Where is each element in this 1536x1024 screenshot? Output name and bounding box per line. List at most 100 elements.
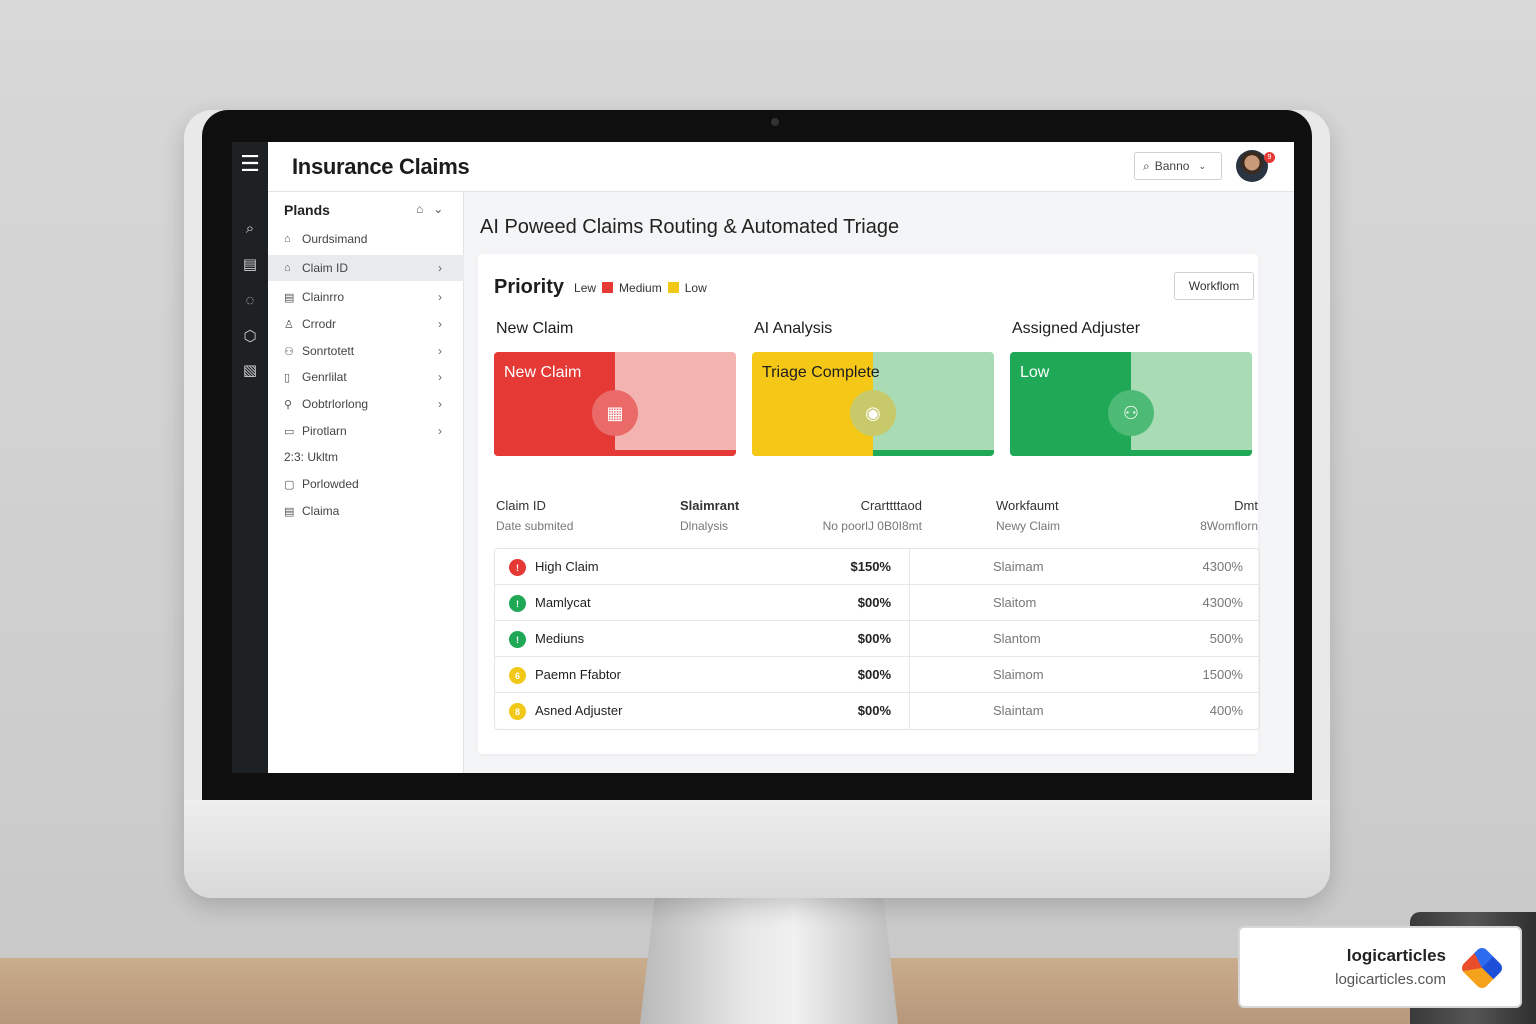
camera-icon: [771, 118, 779, 126]
sidebar-item[interactable]: ♙ Crrodr ›: [268, 311, 464, 337]
link-icon: ⚲: [284, 398, 293, 411]
chevron-down-icon[interactable]: ⌄: [433, 202, 444, 216]
sidebar-item[interactable]: ⚲ Oobtrlorlong ›: [268, 391, 464, 417]
user-icon: ♙: [284, 318, 294, 331]
document-icon[interactable]: ▤: [242, 256, 258, 273]
claim-amount: $150%: [850, 559, 891, 574]
monitor-stand: [640, 890, 898, 1024]
people-icon: ⚇: [284, 345, 294, 358]
sidebar-item[interactable]: ⚇ Sonrtotett ›: [268, 338, 464, 364]
table-row[interactable]: 6 Paemn Ffabtor $00% Slaimom 1500%: [495, 657, 1259, 693]
sidebar-item-label: Ourdsimand: [302, 232, 368, 246]
sidebar-item[interactable]: ▭ Pirotlarn ›: [268, 418, 464, 444]
sidebar-item[interactable]: ⌂ Ourdsimand: [268, 226, 464, 252]
sidebar-head-actions: ⌂ ⌄: [416, 202, 443, 216]
stage-card-ai-analysis[interactable]: Triage Complete ◉: [752, 352, 994, 456]
legend-medium: Medium: [619, 280, 662, 295]
claim-status: Slaintam: [993, 703, 1044, 718]
claims-table: ! High Claim $150% Slaimam 4300%! Mamlycat $00…: [494, 548, 1260, 730]
logo-icon: [1459, 945, 1505, 991]
stage-text: Low: [1020, 364, 1050, 381]
hamburger-menu-icon[interactable]: ☰: [240, 151, 260, 176]
triage-card: Priority Lew Medium Low Workflom New Cla…: [478, 254, 1260, 754]
adjuster-icon: ⚇: [1108, 390, 1154, 436]
stage-heading-ai-analysis: AI Analysis: [754, 320, 833, 337]
claim-name: Mediuns: [535, 631, 585, 646]
legend-low-2: Low: [684, 280, 707, 295]
chevron-right-icon: ›: [438, 424, 442, 438]
stage-text: New Claim: [504, 364, 582, 381]
claim-status: Slaimom: [993, 667, 1044, 682]
claim-status: Slaitom: [993, 595, 1037, 610]
search-icon[interactable]: ⌕: [245, 219, 255, 237]
file-icon: ▯: [284, 371, 291, 384]
column-header[interactable]: Workfaumt Newy Claim: [996, 498, 1061, 533]
column-header[interactable]: Claim ID Date submited: [496, 498, 574, 533]
priority-label: Priority: [494, 276, 565, 298]
stage-card-assigned-adjuster[interactable]: Low ⚇: [1010, 352, 1252, 456]
table-row[interactable]: 8 Asned Adjuster $00% Slaintam 400%: [495, 693, 1259, 729]
document-icon: ▤: [284, 291, 295, 304]
claim-status: Slantom: [993, 631, 1041, 646]
table-row[interactable]: ! Mamlycat $00% Slaitom 4300%: [495, 585, 1259, 621]
search-dropdown[interactable]: ⌕ Banno ⌄: [1134, 152, 1222, 180]
sidebar-item[interactable]: 2:3: Ukltm: [268, 444, 464, 470]
document-icon: ▤: [284, 505, 295, 518]
priority-dot-icon: !: [509, 631, 526, 648]
column-divider: [909, 585, 910, 621]
inbox-icon: ▦: [592, 390, 638, 436]
workflow-button[interactable]: Workflom: [1174, 272, 1254, 300]
sidebar: Plands ⌂ ⌄ ⌂ Ourdsimand ⌂ Claim ID › ▤ Clainrr…: [268, 192, 464, 773]
column-header[interactable]: Dmt 8Womflorn: [1200, 498, 1258, 533]
watermark-url: logicarticles.com: [1335, 971, 1446, 988]
chevron-right-icon: ›: [438, 290, 442, 304]
home-icon: ⌂: [284, 233, 291, 245]
sidebar-item[interactable]: ▤ Claima: [268, 498, 464, 524]
claim-percent: 4300%: [1202, 595, 1243, 610]
avatar[interactable]: [1236, 150, 1268, 182]
column-header[interactable]: Crarttttaod No poorlJ 0B0I8mt: [822, 498, 922, 533]
claim-percent: 400%: [1209, 703, 1243, 718]
ai-icon: ◉: [850, 390, 896, 436]
search-label: Banno: [1154, 159, 1190, 173]
column-header[interactable]: Slaimrant Dlnalysis: [680, 498, 740, 533]
priority-dot-icon: !: [509, 559, 526, 576]
search-icon: ⌕: [1143, 158, 1150, 173]
sidebar-item-label: Clainrro: [302, 290, 345, 304]
column-divider: [909, 621, 910, 657]
sidebar-item[interactable]: ⌂ Claim ID ›: [268, 255, 464, 281]
sidebar-item-label: Pirotlarn: [302, 424, 347, 438]
column-divider: [909, 693, 910, 729]
chevron-right-icon: ›: [438, 261, 442, 275]
image-icon[interactable]: ▧: [242, 362, 258, 379]
shield-icon[interactable]: ⬡: [243, 328, 257, 345]
sidebar-item[interactable]: ▢ Porlowded: [268, 471, 464, 497]
chevron-down-icon: ⌄: [1198, 160, 1206, 171]
app-screen: ☰ ⌕ ▤ ◌ ⬡ ▧ Insurance Claims ⌕ Banno ⌄ 9…: [232, 142, 1294, 773]
stage-heading-assigned-adjuster: Assigned Adjuster: [1012, 320, 1141, 337]
chevron-right-icon: ›: [438, 370, 442, 384]
home-icon[interactable]: ⌂: [416, 202, 424, 216]
sidebar-item-label: Sonrtotett: [302, 344, 355, 358]
priority-dot-icon: 6: [509, 667, 526, 684]
stage-card-new-claim[interactable]: New Claim ▦: [494, 352, 736, 456]
chevron-right-icon: ›: [438, 317, 442, 331]
priority-dot-icon: 8: [509, 703, 526, 720]
main-content: AI Poweed Claims Routing & Automated Tri…: [464, 192, 1276, 773]
notification-badge: 9: [1264, 152, 1275, 163]
legend-low: Lew: [574, 280, 597, 295]
sidebar-item-label: Claim ID: [302, 261, 349, 275]
table-row[interactable]: ! Mediuns $00% Slantom 500%: [495, 621, 1259, 657]
priority-dot-icon: !: [509, 595, 526, 612]
claim-amount: $00%: [857, 703, 891, 718]
page-title: AI Poweed Claims Routing & Automated Tri…: [480, 216, 900, 238]
claim-status: Slaimam: [993, 559, 1044, 574]
sidebar-item[interactable]: ▤ Clainrro ›: [268, 284, 464, 310]
stage-heading-new-claim: New Claim: [496, 320, 574, 337]
sidebar-item[interactable]: ▯ Genrlilat ›: [268, 364, 464, 390]
chat-icon[interactable]: ◌: [245, 291, 255, 309]
table-row[interactable]: ! High Claim $150% Slaimam 4300%: [495, 549, 1259, 585]
column-divider: [909, 549, 910, 585]
sidebar-item-label: Claima: [302, 504, 340, 518]
list-icon: ▭: [284, 425, 295, 438]
